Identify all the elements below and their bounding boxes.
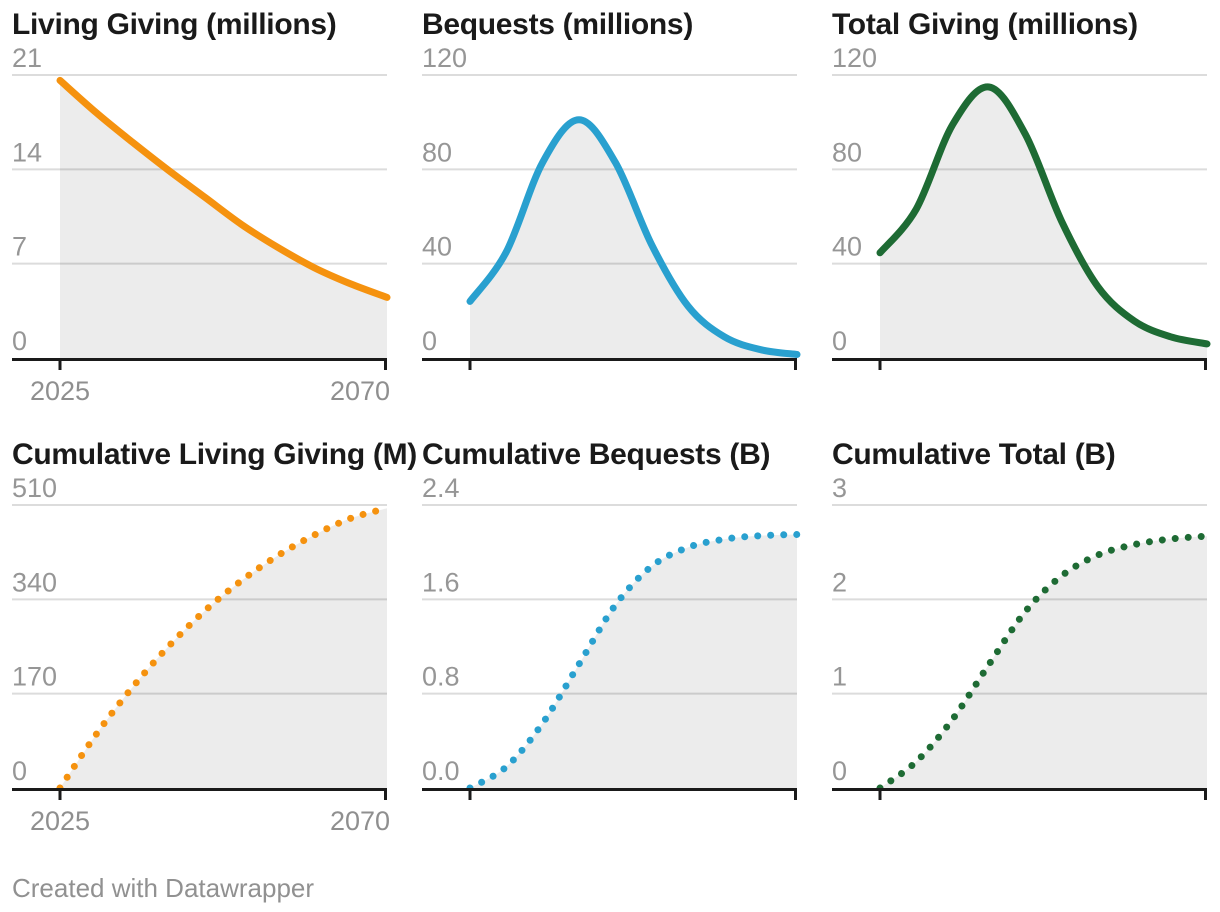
series-line	[56, 76, 391, 301]
chart-canvas: 0 1 2 3	[832, 473, 1211, 800]
chart-panel: Living Giving (millions) 0 7 14 21 2025 2070	[12, 7, 391, 427]
area-fill	[470, 534, 797, 788]
chart-panel: Cumulative Bequests (B) 0.0 0.8 1.6 2.4	[422, 437, 801, 857]
x-tick-label: 2070	[330, 806, 390, 836]
chart-canvas: 0.0 0.8 1.6 2.4	[422, 473, 801, 800]
y-tick-label: 1.6	[422, 567, 460, 597]
y-tick-label: 0	[422, 326, 437, 356]
area-fill	[880, 536, 1207, 788]
y-tick-label: 14	[12, 137, 42, 167]
chart-canvas: 0 170 340 510 2025 2070	[12, 473, 391, 836]
y-tick-label: 340	[12, 567, 57, 597]
chart-title: Cumulative Bequests (B)	[422, 438, 771, 471]
y-tick-label: 40	[832, 232, 862, 262]
y-tick-label: 80	[422, 137, 452, 167]
y-tick-label: 80	[832, 137, 862, 167]
y-tick-label: 40	[422, 232, 452, 262]
chart-panel: Total Giving (millions) 0 40 80 120	[832, 7, 1211, 427]
y-tick-label: 0	[12, 756, 27, 786]
y-tick-label: 120	[832, 43, 877, 73]
y-tick-label: 1	[832, 662, 847, 692]
area-fill	[470, 119, 797, 358]
chart-canvas: 0 40 80 120	[832, 43, 1211, 370]
y-tick-label: 170	[12, 662, 57, 692]
y-tick-label: 2	[832, 567, 847, 597]
series-line	[56, 504, 391, 792]
y-tick-label: 2.4	[422, 473, 460, 503]
x-tick-label: 2025	[30, 806, 90, 836]
y-tick-label: 510	[12, 473, 57, 503]
series-line	[466, 531, 801, 792]
series-line	[876, 532, 1211, 792]
y-tick-label: 120	[422, 43, 467, 73]
y-tick-label: 7	[12, 232, 27, 262]
chart-canvas: 0 40 80 120	[422, 43, 801, 370]
series-line	[466, 116, 801, 358]
chart-title: Cumulative Total (B)	[832, 438, 1116, 471]
chart-title: Bequests (millions)	[422, 8, 694, 41]
y-tick-label: 21	[12, 43, 42, 73]
area-fill	[880, 86, 1207, 358]
chart-title: Cumulative Living Giving (M)	[12, 438, 417, 471]
y-tick-label: 0.0	[422, 756, 460, 786]
y-tick-label: 3	[832, 473, 847, 503]
chart-panel: Cumulative Living Giving (M) 0 170 340 510 20…	[12, 437, 417, 857]
x-tick-label: 2070	[330, 376, 390, 406]
chart-canvas: 0 7 14 21 2025 2070	[12, 43, 391, 406]
x-tick-label: 2025	[30, 376, 90, 406]
area-fill	[60, 508, 387, 788]
y-tick-label: 0	[832, 326, 847, 356]
y-tick-label: 0.8	[422, 662, 460, 692]
y-tick-label: 0	[12, 326, 27, 356]
y-tick-label: 0	[832, 756, 847, 786]
chart-title: Total Giving (millions)	[832, 8, 1138, 41]
series-line	[876, 83, 1211, 348]
chart-panel: Bequests (millions) 0 40 80 120	[422, 7, 801, 427]
chart-title: Living Giving (millions)	[12, 8, 337, 41]
chart-panel: Cumulative Total (B) 0 1 2 3	[832, 437, 1211, 857]
datawrapper-attribution: Created with Datawrapper	[12, 873, 315, 903]
